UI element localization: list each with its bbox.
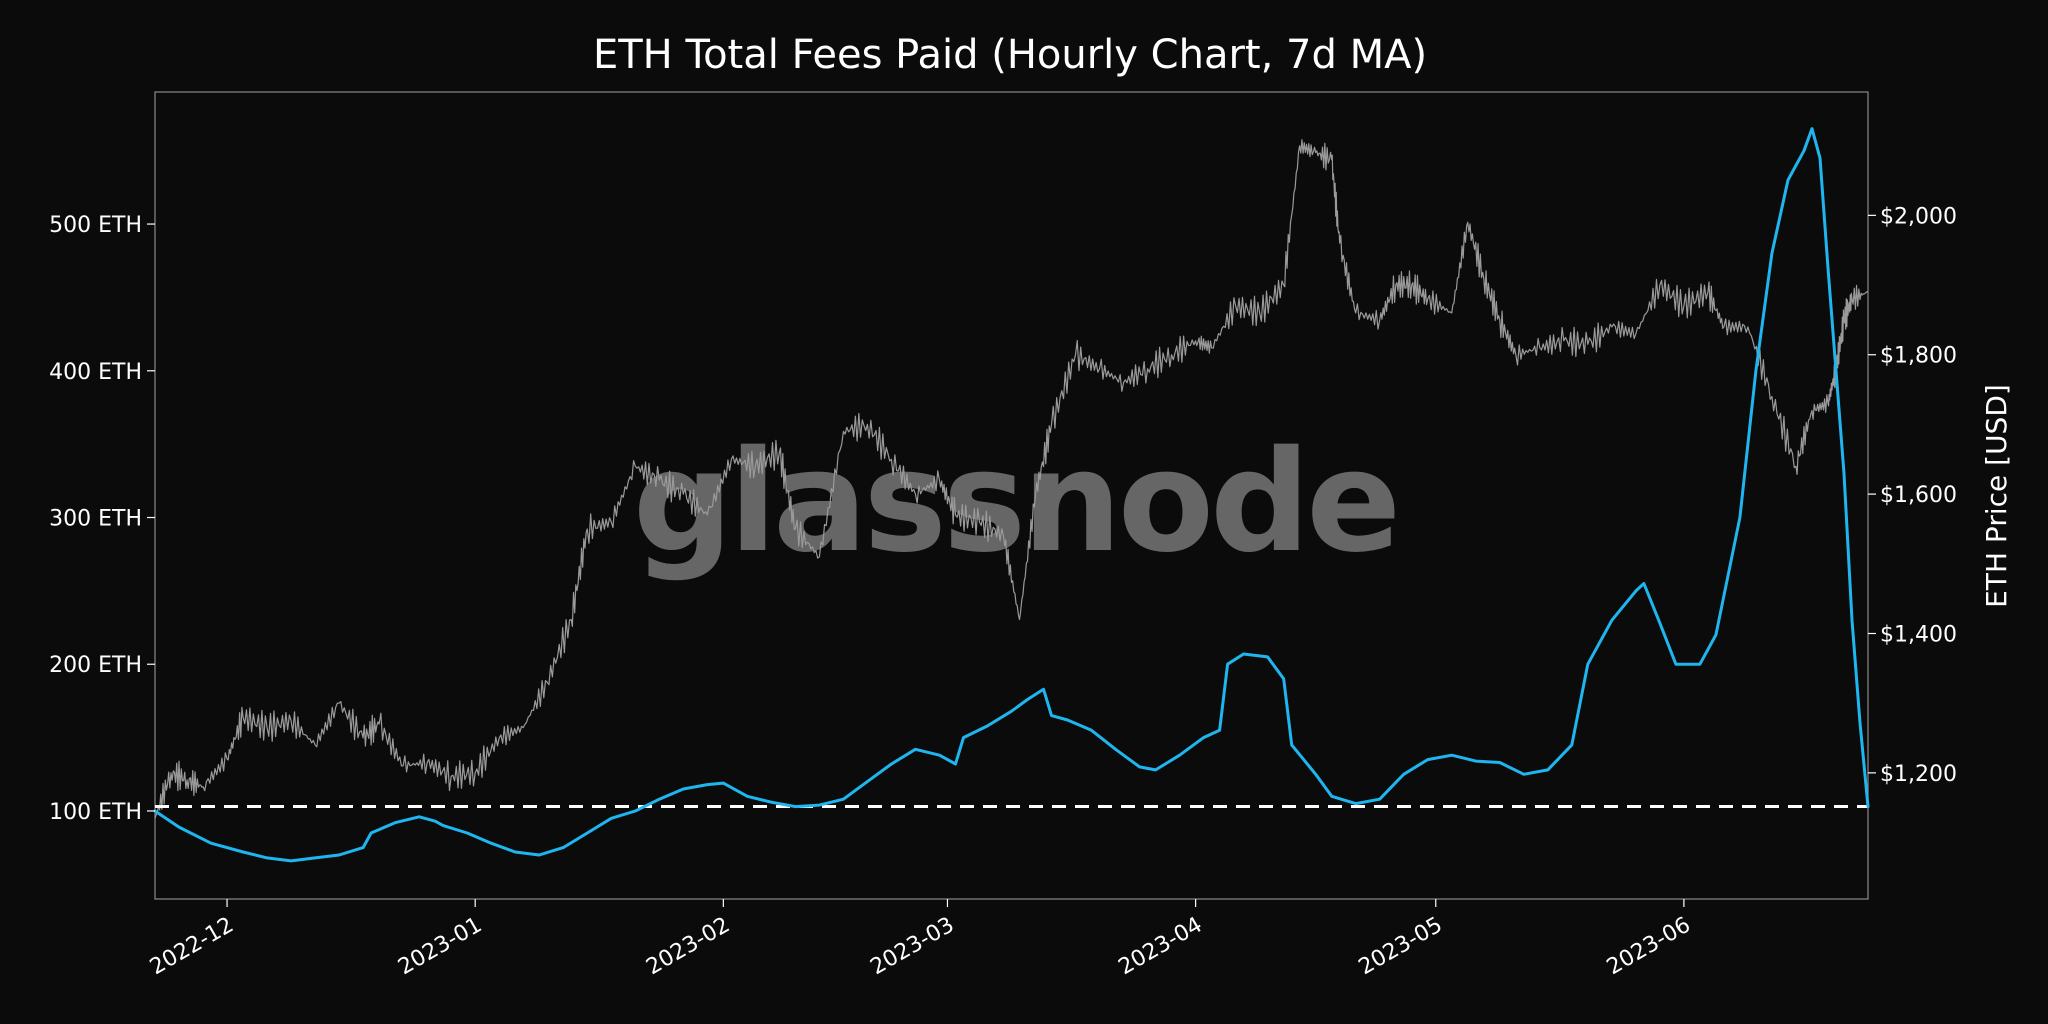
y-right-tick-label: $1,600 — [1880, 483, 1957, 508]
y-left-tick-label: 100 ETH — [49, 800, 142, 825]
y-right-axis-title: ETH Price [USD] — [1980, 384, 2013, 608]
y-left-tick-label: 400 ETH — [49, 360, 142, 385]
eth-price-line — [154, 139, 1869, 819]
fees-line — [153, 127, 1870, 863]
plot-area-frame — [154, 91, 1869, 900]
y-right-tick-label: $1,400 — [1880, 622, 1957, 647]
y-left-axis: 100 ETH 200 ETH 300 ETH 400 ETH 500 ETH — [49, 213, 155, 825]
eth-price-series — [154, 139, 1869, 819]
y-left-tick-label: 200 ETH — [49, 653, 142, 678]
chart-title: ETH Total Fees Paid (Hourly Chart, 7d MA… — [593, 32, 1427, 78]
y-right-tick-label: $2,000 — [1880, 204, 1957, 229]
fees-series — [153, 127, 1870, 863]
y-right-axis: $1,200 $1,400 $1,600 $1,800 $2,000 — [1868, 204, 1957, 787]
y-left-tick-label: 500 ETH — [49, 213, 142, 238]
y-left-tick-label: 300 ETH — [49, 507, 142, 532]
watermark-text: glassnode — [633, 421, 1397, 584]
y-right-tick-label: $1,800 — [1880, 344, 1957, 369]
y-right-tick-label: $1,200 — [1880, 762, 1957, 787]
